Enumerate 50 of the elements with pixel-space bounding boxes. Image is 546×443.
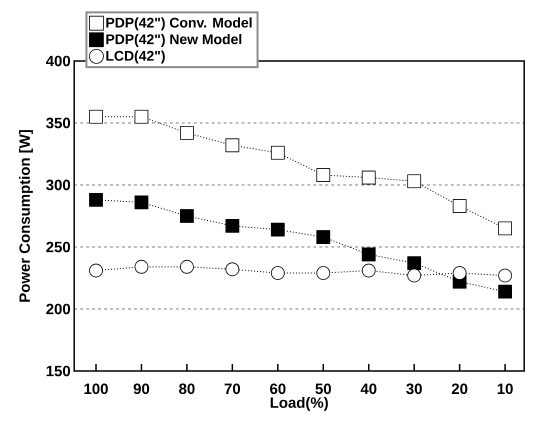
point [452,266,467,280]
point [316,266,330,280]
point [498,221,512,236]
point [180,126,194,140]
y-tick-label: 250 [46,242,70,252]
point [134,195,148,210]
x-tick-label: 20 [452,384,468,394]
point [89,192,103,207]
point [270,146,285,160]
point [134,260,148,274]
point [225,138,240,152]
point [316,168,330,182]
point [180,209,194,223]
point [270,266,285,280]
x-tick-label: 90 [134,384,150,394]
point [316,230,330,244]
x-tick-label: 70 [224,384,240,394]
x-tick-label: 100 [84,384,108,394]
y-axis-title: Power Consumption [W] [18,130,33,302]
point [362,170,376,184]
point [89,110,103,124]
point [362,264,376,278]
x-tick-label: 30 [406,384,422,394]
point [407,268,422,282]
x-tick-label: 10 [498,384,513,394]
x-axis-title: Load(%) [270,396,328,411]
point [180,260,194,274]
point [362,248,376,262]
x-tick-label: 50 [315,384,331,394]
legend-label: PDP(42") New Model [106,34,242,47]
x-tick-label: 60 [270,384,286,394]
x-tick-label: 80 [179,384,195,394]
y-tick-label: 300 [46,180,70,190]
point [89,264,103,278]
point [452,199,467,213]
y-tick-label: 400 [46,56,70,66]
legend-label: LCD(42") [106,50,165,64]
x-tick-label: 40 [360,384,376,394]
point [225,262,240,276]
point [407,174,422,188]
legend-label: PDP(42") Conv. Model [106,17,252,30]
point [270,222,285,237]
point [498,268,512,282]
y-tick-label: 350 [46,118,70,128]
point [498,284,512,299]
point [134,110,148,124]
point [407,256,422,270]
point [225,219,240,233]
y-tick-label: 200 [46,304,70,314]
y-tick-label: 150 [46,366,70,376]
